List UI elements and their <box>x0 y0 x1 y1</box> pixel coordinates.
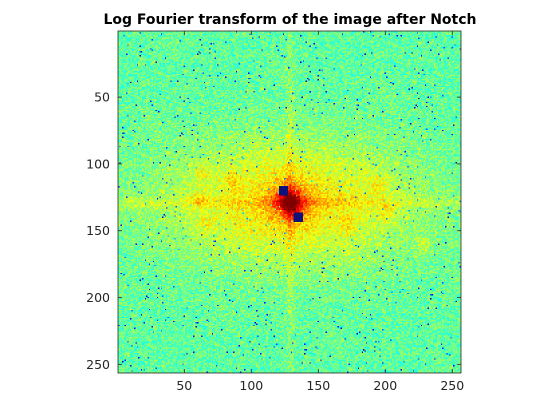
y-axis: 50 100 150 200 250 <box>86 90 461 372</box>
spectrum-canvas <box>118 31 461 373</box>
x-tick-label: 50 <box>176 378 192 393</box>
figure-title: Log Fourier transform of the image after… <box>103 12 476 28</box>
x-tick-label: 150 <box>306 378 330 393</box>
axes-box <box>117 30 462 374</box>
x-tick-label: 100 <box>239 378 263 393</box>
y-tick-label: 150 <box>86 223 110 238</box>
x-tick-label: 250 <box>440 378 464 393</box>
x-axis: 50 100 150 200 250 <box>176 31 464 393</box>
y-tick-label: 250 <box>86 357 110 372</box>
y-tick-label: 50 <box>94 90 110 105</box>
y-tick-label: 200 <box>86 290 110 305</box>
spectrum-image <box>118 31 461 373</box>
y-tick-label: 100 <box>86 156 110 171</box>
x-tick-label: 200 <box>373 378 397 393</box>
